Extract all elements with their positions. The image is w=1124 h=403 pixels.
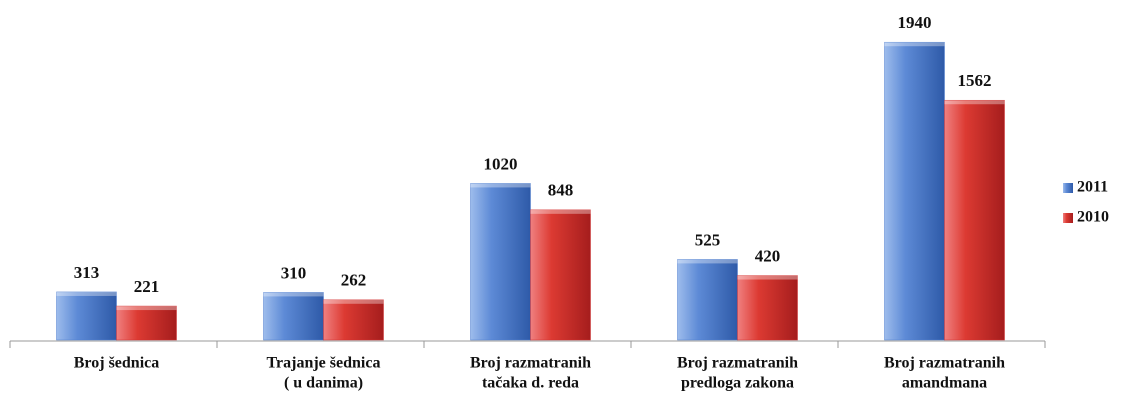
x-tick-label: amandmana	[902, 375, 987, 392]
bar-cap	[944, 100, 1005, 105]
legend-swatch	[1063, 213, 1073, 223]
x-tick-label: Broj razmatranih	[677, 355, 798, 372]
bar	[530, 209, 591, 341]
bar-cap	[56, 291, 117, 296]
x-tick-label: predloga zakona	[681, 375, 794, 392]
legend-label: 2010	[1077, 209, 1109, 226]
x-tick-label: Broj šednica	[74, 355, 159, 372]
legend-label: 2011	[1077, 179, 1108, 196]
data-label: 262	[341, 271, 367, 290]
bar	[944, 99, 1005, 341]
bar-cap	[677, 259, 738, 264]
bar	[263, 292, 324, 341]
data-label: 1562	[958, 71, 992, 90]
data-label: 420	[755, 246, 781, 265]
data-label: 313	[74, 263, 100, 282]
data-label: 221	[134, 277, 160, 296]
bar-cap	[263, 292, 324, 297]
x-tick-label: Trajanje šednica	[267, 355, 381, 372]
bar	[737, 275, 798, 341]
data-label: 848	[548, 181, 574, 200]
bar-cap	[470, 183, 531, 188]
bar	[323, 299, 384, 341]
bar-cap	[323, 299, 384, 304]
bar-cap	[737, 275, 798, 280]
bar	[677, 259, 738, 341]
legend-swatch	[1063, 183, 1073, 193]
bar	[56, 291, 117, 341]
x-tick-label: Broj razmatranih	[884, 355, 1005, 372]
bar-cap	[530, 209, 591, 214]
data-label: 525	[695, 230, 721, 249]
data-label: 1020	[484, 154, 518, 173]
x-tick-label: ( u danima)	[284, 375, 363, 392]
x-tick-label: tačaka d. reda	[482, 375, 579, 392]
data-label: 310	[281, 263, 307, 282]
bar	[116, 305, 177, 341]
bar-cap	[884, 42, 945, 47]
bar	[470, 183, 531, 341]
data-label: 1940	[898, 13, 932, 32]
bar	[884, 41, 945, 341]
bar-cap	[116, 306, 177, 311]
x-tick-label: Broj razmatranih	[470, 355, 591, 372]
